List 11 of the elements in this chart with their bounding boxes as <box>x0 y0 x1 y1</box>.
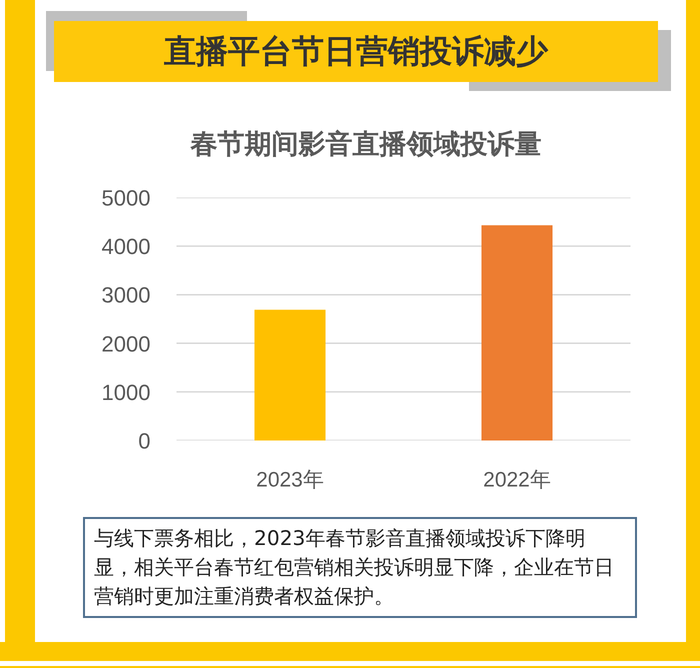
chart-title: 直播平台节日营销投诉减少 <box>54 21 658 82</box>
text: 与线下票务相比，2023年春节影音直播领域投诉下降明显，相关平台春节红包营销相关投诉明显下降，企业在节日营销时更加注重消费者权益保护。 <box>94 525 615 610</box>
x-tick-label: 2023年 <box>256 468 324 492</box>
y-tick-label: 2000 <box>102 331 151 356</box>
y-tick-label: 4000 <box>102 234 151 260</box>
chart-subtitle: 春节期间影音直播领域投诉量 <box>189 128 542 161</box>
x-tick-label: 2022年 <box>483 468 551 492</box>
y-tick-label: 3000 <box>102 282 151 308</box>
y-tick-label: 1000 <box>102 380 151 405</box>
y-tick-label: 5000 <box>102 186 151 210</box>
y-tick-label: 0 <box>138 428 151 454</box>
